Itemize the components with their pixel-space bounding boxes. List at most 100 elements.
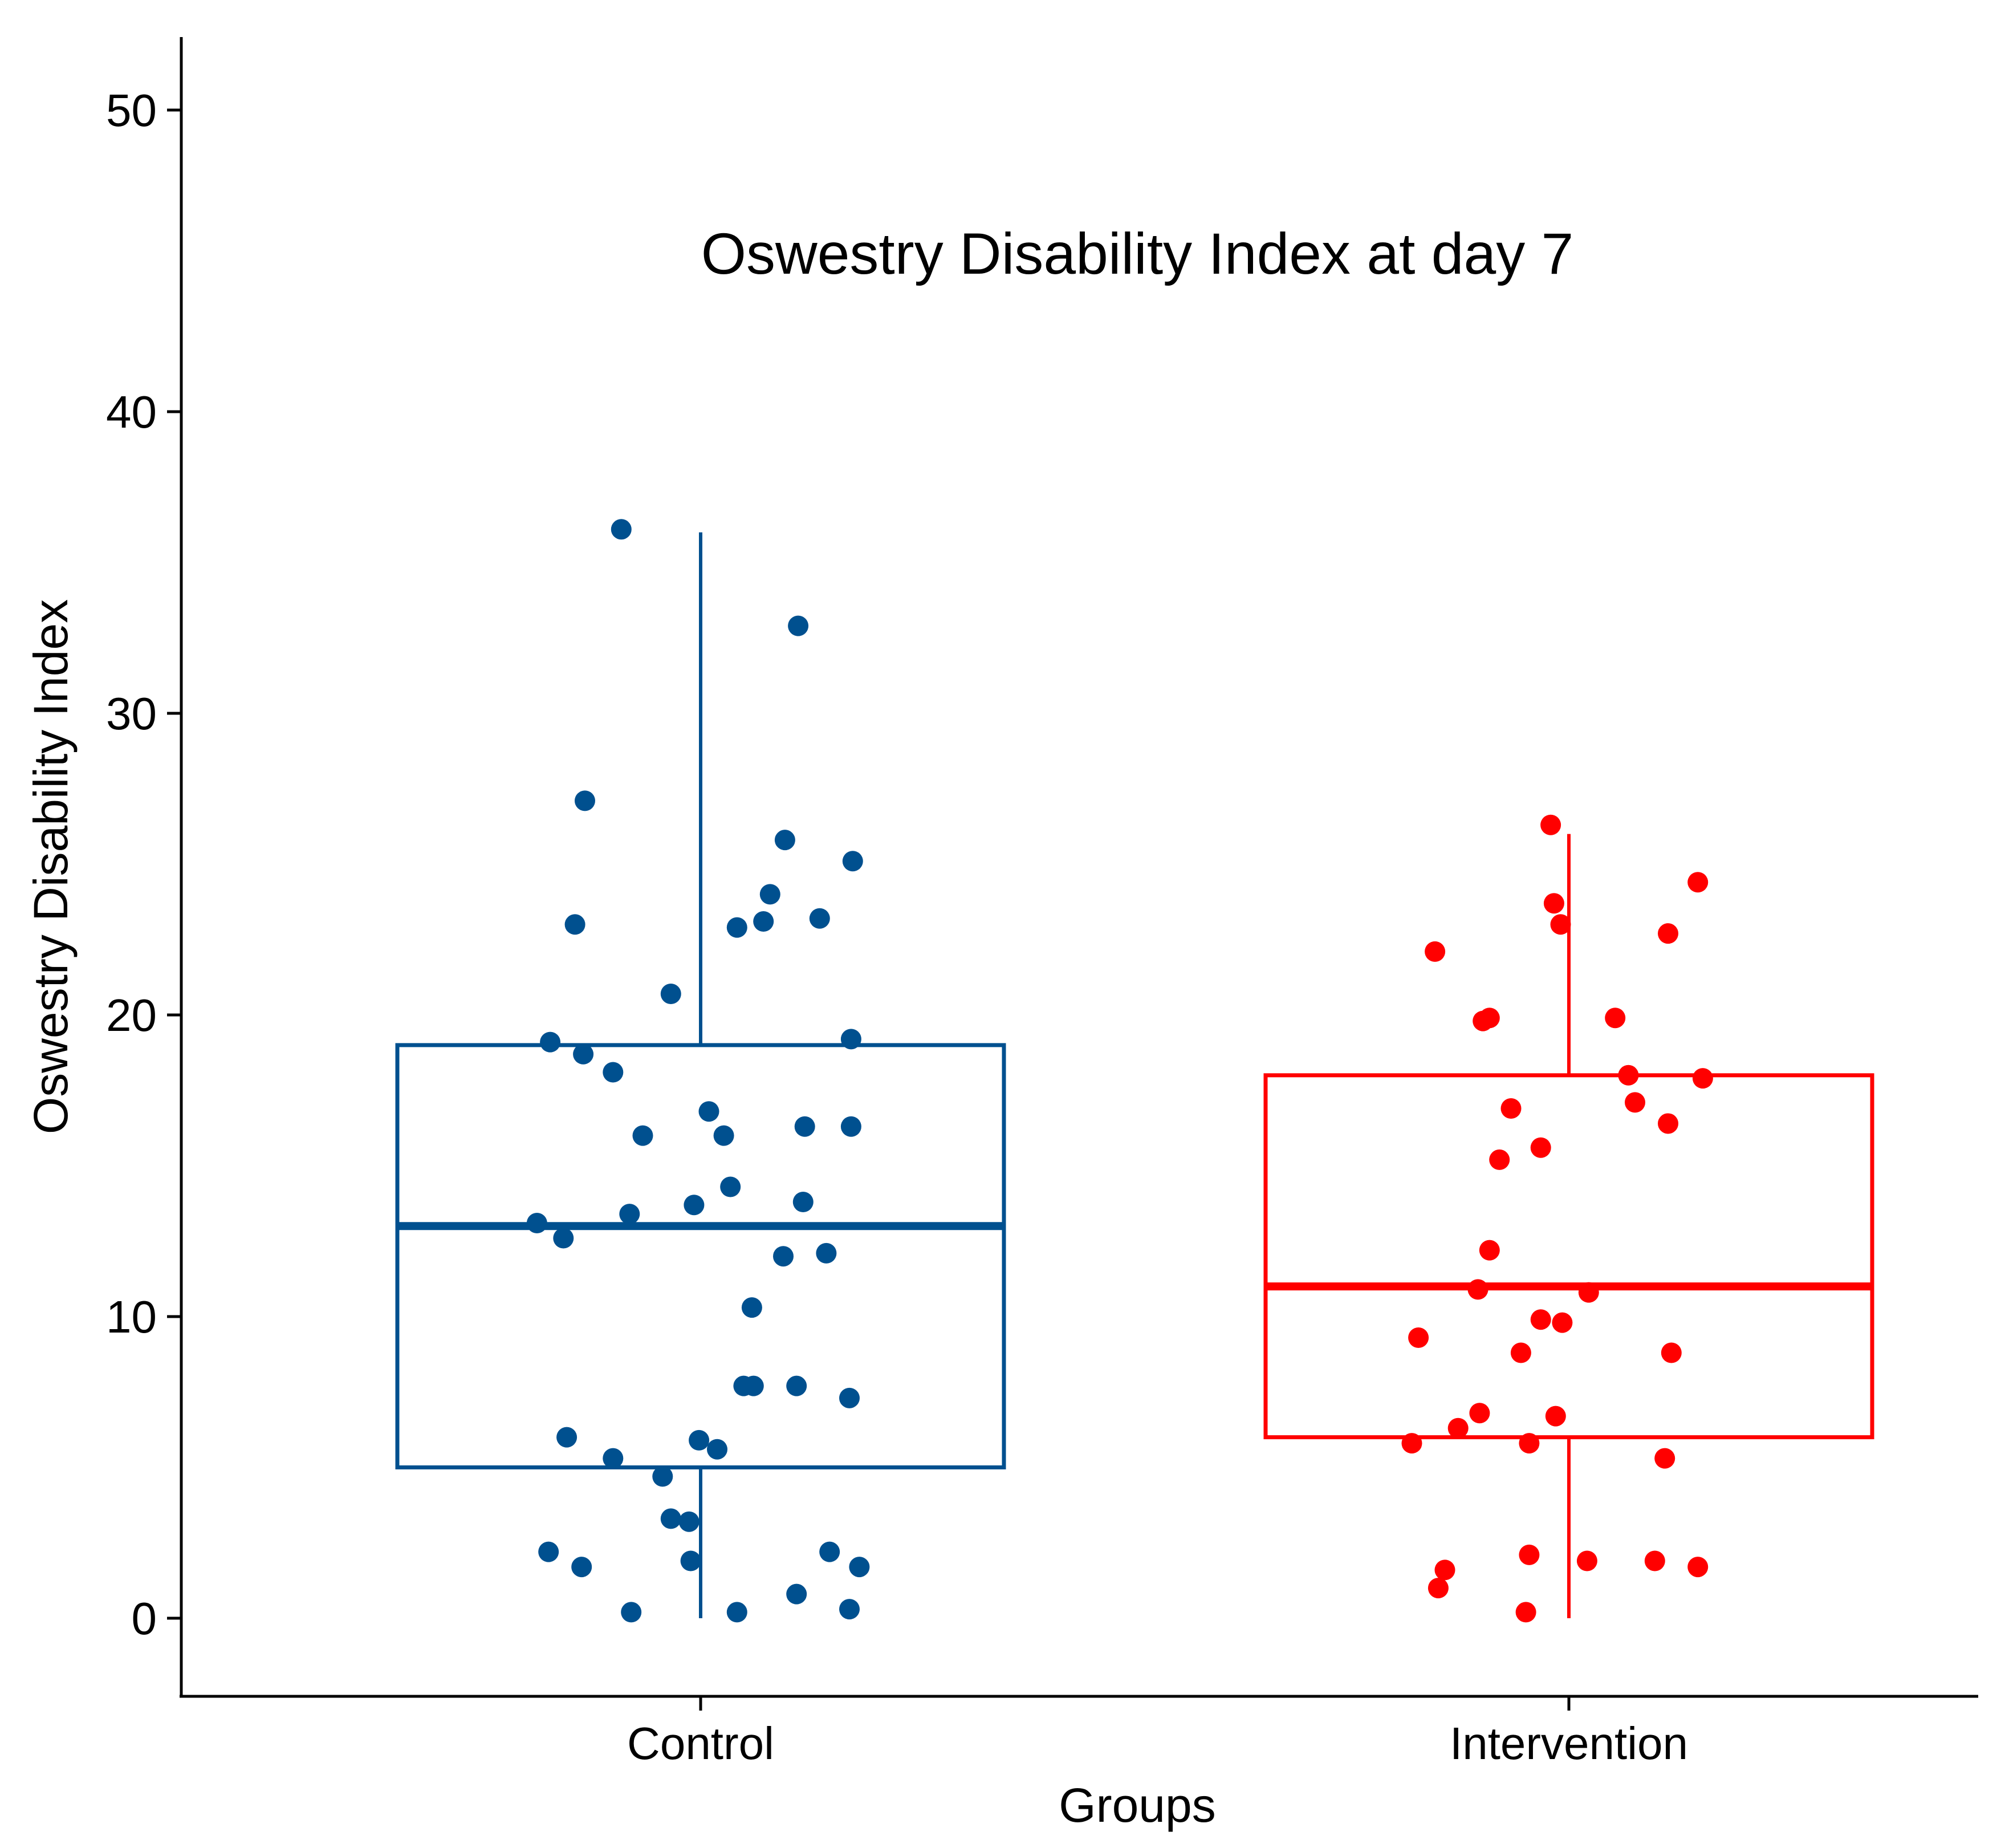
data-point — [1692, 1068, 1713, 1089]
data-point — [1661, 1342, 1682, 1363]
data-point — [1401, 1433, 1422, 1454]
data-point — [684, 1195, 705, 1216]
data-point — [660, 983, 681, 1004]
data-point — [753, 911, 774, 932]
data-point — [786, 1375, 807, 1396]
y-axis-title: Oswestry Disability Index — [24, 599, 78, 1134]
data-point — [1428, 1578, 1449, 1599]
y-tick-label: 20 — [106, 990, 157, 1041]
data-point — [538, 1541, 559, 1562]
data-point — [1510, 1342, 1531, 1363]
plot-area — [395, 519, 1874, 1623]
iqr-box — [395, 1043, 1006, 1469]
data-point — [660, 1508, 681, 1529]
x-tick-label: Intervention — [1450, 1718, 1688, 1769]
data-point — [1644, 1550, 1665, 1571]
data-point — [1605, 1008, 1626, 1029]
data-point — [540, 1031, 561, 1053]
data-point — [652, 1466, 673, 1487]
data-point — [792, 1191, 814, 1212]
y-tick-label: 40 — [106, 387, 157, 437]
data-point — [571, 1557, 592, 1578]
data-point — [1467, 1279, 1489, 1300]
y-tick-label: 30 — [106, 688, 157, 739]
data-point — [1545, 1406, 1566, 1427]
x-tick-label: Control — [627, 1718, 774, 1769]
data-point — [556, 1427, 577, 1448]
data-point — [788, 615, 809, 636]
data-point — [839, 1599, 860, 1620]
x-axis-ticks: Control Intervention — [627, 1696, 1688, 1769]
data-point — [1550, 914, 1571, 935]
data-point — [741, 1297, 762, 1318]
data-point — [840, 1116, 861, 1137]
data-point — [573, 1043, 594, 1065]
data-point — [1530, 1137, 1551, 1158]
data-point — [698, 1101, 719, 1122]
group-control — [395, 519, 1006, 1623]
data-point — [816, 1242, 837, 1264]
data-point — [1687, 1557, 1709, 1578]
data-point — [632, 1125, 653, 1146]
data-point — [1543, 893, 1564, 914]
data-point — [1447, 1418, 1469, 1439]
data-point — [553, 1228, 574, 1249]
data-point — [526, 1213, 547, 1234]
data-point — [759, 884, 780, 905]
data-point — [1552, 1312, 1573, 1333]
x-axis-title: Groups — [1059, 1778, 1215, 1832]
data-point — [1519, 1433, 1540, 1454]
data-point — [707, 1439, 727, 1460]
group-intervention — [1263, 814, 1874, 1623]
data-point — [1489, 1149, 1510, 1170]
chart-title: Oswestry Disability Index at day 7 — [701, 221, 1574, 286]
data-point — [619, 1204, 640, 1225]
data-point — [1500, 1098, 1522, 1119]
data-point — [1479, 1008, 1500, 1029]
data-point — [713, 1125, 734, 1146]
data-point — [774, 830, 795, 851]
data-point — [1425, 941, 1446, 962]
data-point — [743, 1375, 764, 1396]
data-point — [1658, 1113, 1678, 1134]
data-point — [1519, 1544, 1540, 1565]
data-point — [621, 1602, 642, 1623]
data-point — [611, 519, 632, 540]
y-tick-label: 0 — [132, 1593, 157, 1644]
data-point — [1408, 1327, 1429, 1349]
data-point — [839, 1387, 860, 1408]
data-point — [1479, 1240, 1500, 1261]
data-point — [849, 1557, 870, 1578]
data-point — [1654, 1448, 1675, 1469]
iqr-box — [1263, 1073, 1874, 1440]
data-point — [794, 1116, 815, 1137]
data-point — [564, 914, 585, 935]
data-point — [1658, 923, 1678, 944]
data-point — [773, 1246, 794, 1267]
y-tick-label: 50 — [106, 85, 157, 136]
data-point — [1515, 1602, 1536, 1623]
data-point — [786, 1583, 807, 1605]
data-point — [726, 917, 747, 938]
data-point — [720, 1176, 741, 1197]
data-point — [1469, 1403, 1490, 1424]
data-point — [1576, 1550, 1597, 1571]
data-point — [726, 1602, 747, 1623]
data-point — [680, 1550, 701, 1571]
data-point — [809, 908, 830, 929]
data-point — [819, 1541, 840, 1562]
y-tick-label: 10 — [106, 1291, 157, 1342]
data-point — [1618, 1065, 1639, 1086]
data-point — [1687, 872, 1709, 893]
data-point — [678, 1511, 699, 1532]
data-point — [1530, 1309, 1551, 1330]
data-point — [842, 851, 863, 872]
data-point — [575, 790, 595, 811]
data-point — [1434, 1559, 1455, 1581]
data-point — [840, 1029, 861, 1050]
y-axis-ticks: 0 10 20 30 40 50 — [106, 85, 181, 1644]
data-point — [689, 1429, 710, 1451]
data-point — [603, 1062, 624, 1083]
data-point — [1578, 1282, 1599, 1303]
